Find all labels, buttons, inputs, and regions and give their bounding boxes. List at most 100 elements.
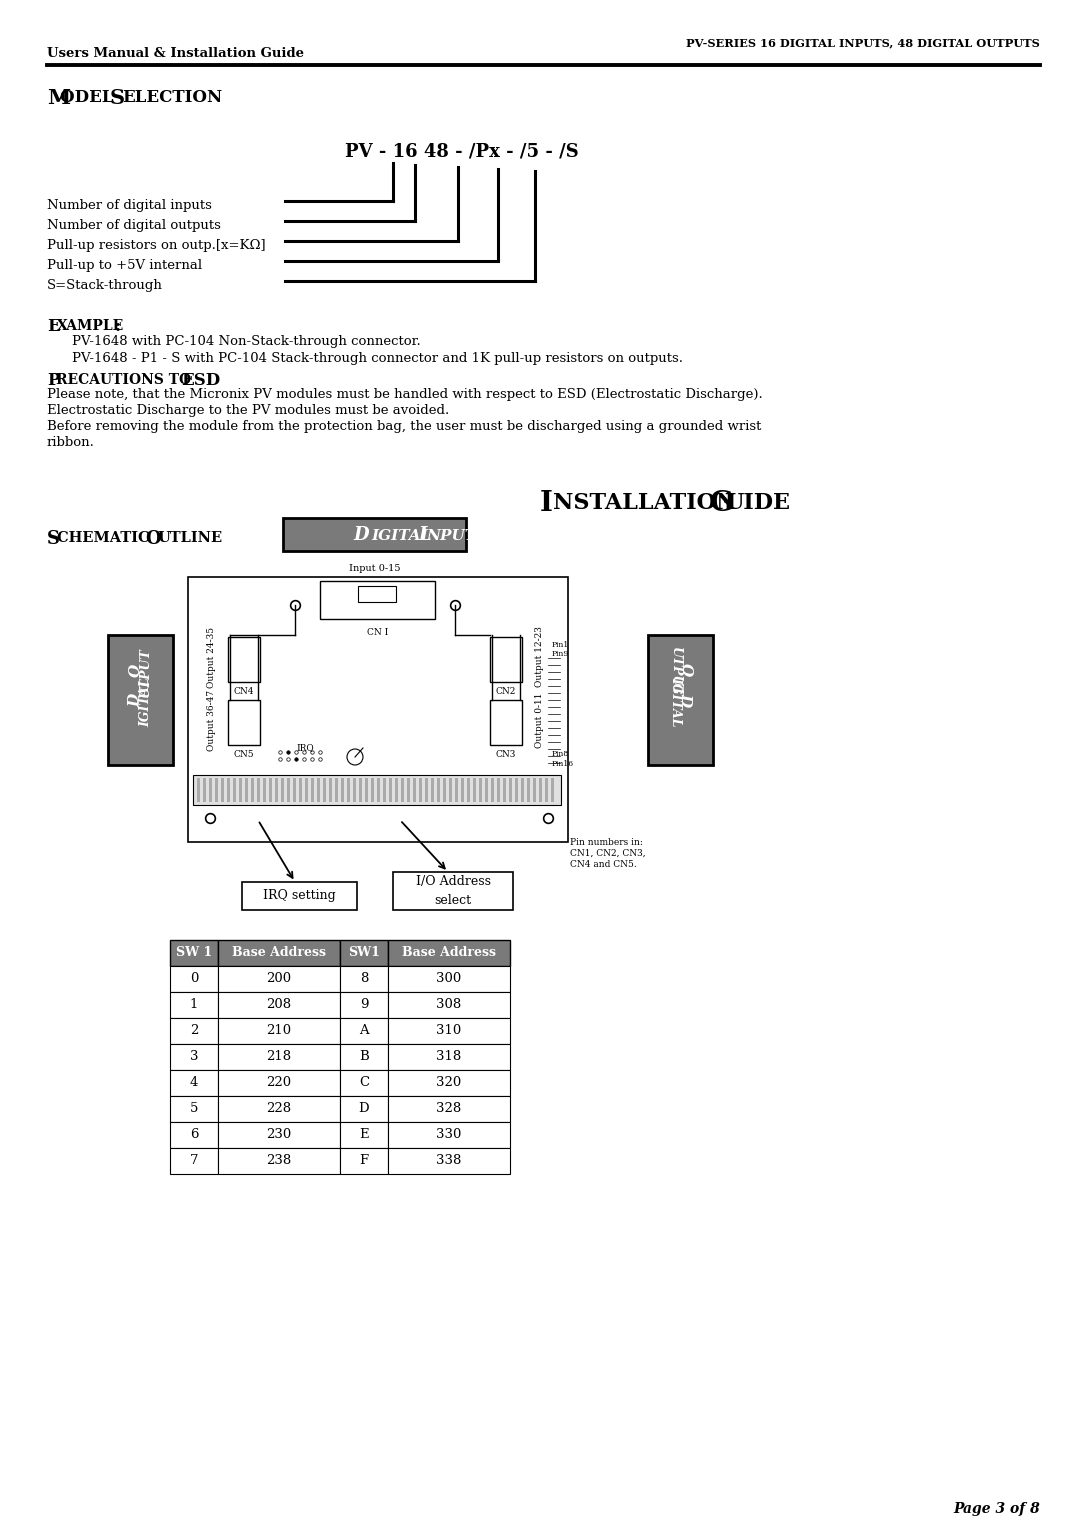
Bar: [170, 1096, 218, 1122]
Bar: [357, 587, 396, 602]
Bar: [170, 992, 218, 1018]
Text: O: O: [129, 663, 143, 677]
Bar: [437, 778, 440, 802]
Text: G: G: [710, 490, 733, 516]
Text: Number of digital inputs: Number of digital inputs: [48, 199, 212, 212]
Bar: [340, 1122, 388, 1148]
Bar: [347, 778, 350, 802]
Text: Output 12-23: Output 12-23: [536, 626, 544, 688]
Bar: [233, 778, 237, 802]
Bar: [551, 778, 554, 802]
Text: Base Address: Base Address: [402, 946, 496, 960]
Bar: [388, 1148, 510, 1174]
Text: Number of digital outputs: Number of digital outputs: [48, 219, 221, 232]
Bar: [245, 778, 248, 802]
Text: Please note, that the Micronix PV modules must be handled with respect to ESD (E: Please note, that the Micronix PV module…: [48, 388, 762, 400]
Text: 8: 8: [360, 972, 368, 986]
Bar: [377, 778, 380, 802]
Text: PV - 16 48 - /Px - /5 - /S: PV - 16 48 - /Px - /5 - /S: [345, 144, 579, 160]
Text: E: E: [360, 1129, 368, 1141]
Bar: [170, 966, 218, 992]
Bar: [242, 882, 357, 911]
Bar: [210, 778, 212, 802]
Text: 210: 210: [267, 1024, 292, 1038]
Bar: [264, 778, 266, 802]
Bar: [455, 778, 458, 802]
Bar: [251, 778, 254, 802]
Text: D: D: [129, 694, 143, 706]
Text: 328: 328: [436, 1103, 461, 1115]
Text: Before removing the module from the protection bag, the user must be discharged : Before removing the module from the prot…: [48, 420, 761, 432]
Text: 208: 208: [267, 998, 292, 1012]
Bar: [239, 778, 242, 802]
Bar: [170, 1148, 218, 1174]
Bar: [170, 1044, 218, 1070]
Text: Pin16: Pin16: [552, 759, 575, 769]
Bar: [413, 778, 416, 802]
Text: Output 24-35: Output 24-35: [207, 626, 216, 688]
Text: 330: 330: [436, 1129, 461, 1141]
Bar: [545, 778, 548, 802]
Text: 7: 7: [190, 1155, 199, 1167]
Text: 228: 228: [267, 1103, 292, 1115]
Bar: [388, 1122, 510, 1148]
Bar: [365, 778, 368, 802]
Text: 200: 200: [267, 972, 292, 986]
Bar: [340, 940, 388, 966]
Text: Pin9: Pin9: [552, 649, 569, 659]
Bar: [443, 778, 446, 802]
Text: CN1, CN2, CN3,: CN1, CN2, CN3,: [570, 850, 646, 859]
Bar: [305, 778, 308, 802]
Text: UIDE: UIDE: [724, 492, 789, 513]
Text: 3: 3: [190, 1051, 199, 1063]
Text: SW1: SW1: [348, 946, 380, 960]
Bar: [383, 778, 386, 802]
Text: CN4: CN4: [233, 688, 254, 695]
Text: XAMPLE: XAMPLE: [57, 319, 124, 333]
Text: 4: 4: [190, 1077, 199, 1089]
Bar: [521, 778, 524, 802]
Text: I: I: [540, 490, 553, 516]
Bar: [228, 637, 260, 681]
Text: O: O: [145, 530, 161, 549]
Bar: [218, 1070, 340, 1096]
Text: NPUT: NPUT: [427, 529, 476, 542]
Bar: [329, 778, 332, 802]
Text: Electrostatic Discharge to the PV modules must be avoided.: Electrostatic Discharge to the PV module…: [48, 403, 449, 417]
Text: UTLINE: UTLINE: [157, 532, 222, 545]
Text: IRQ: IRQ: [296, 743, 314, 752]
Bar: [534, 778, 536, 802]
Bar: [218, 966, 340, 992]
Bar: [203, 778, 206, 802]
Bar: [340, 1096, 388, 1122]
Bar: [218, 1122, 340, 1148]
Bar: [539, 778, 542, 802]
Text: O: O: [678, 663, 692, 677]
Text: 5: 5: [190, 1103, 199, 1115]
Text: ELECTION: ELECTION: [122, 89, 222, 105]
Bar: [227, 778, 230, 802]
Bar: [461, 778, 464, 802]
Bar: [323, 778, 326, 802]
Bar: [388, 1070, 510, 1096]
Text: 2: 2: [190, 1024, 199, 1038]
Bar: [170, 940, 218, 966]
Bar: [426, 778, 428, 802]
Text: Pin1: Pin1: [552, 642, 569, 649]
Text: ESD: ESD: [181, 371, 220, 390]
Text: S: S: [48, 530, 60, 549]
Bar: [388, 1044, 510, 1070]
Text: Output 36-47: Output 36-47: [207, 689, 216, 750]
Bar: [395, 778, 399, 802]
Text: C: C: [359, 1077, 369, 1089]
Bar: [372, 778, 374, 802]
Bar: [388, 992, 510, 1018]
Text: NSTALLATION: NSTALLATION: [553, 492, 744, 513]
Bar: [293, 778, 296, 802]
Bar: [389, 778, 392, 802]
Bar: [490, 637, 522, 681]
Text: CHEMATIC: CHEMATIC: [57, 532, 154, 545]
Text: CN I: CN I: [367, 628, 389, 637]
Bar: [473, 778, 476, 802]
Bar: [431, 778, 434, 802]
